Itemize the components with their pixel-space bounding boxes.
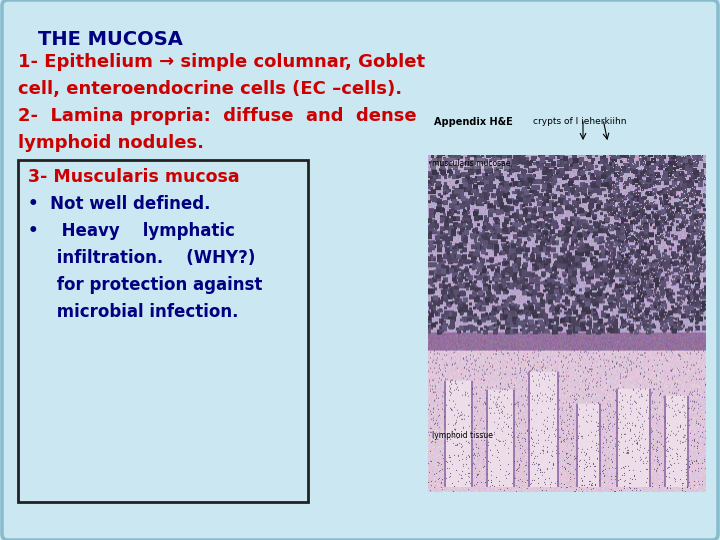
- Text: 1- Epithelium → simple columnar, Goblet: 1- Epithelium → simple columnar, Goblet: [18, 53, 425, 71]
- Text: 2-  Lamina propria:  diffuse  and  dense: 2- Lamina propria: diffuse and dense: [18, 107, 417, 125]
- Text: microbial infection.: microbial infection.: [28, 303, 238, 321]
- Text: 3- Muscularis mucosa: 3- Muscularis mucosa: [28, 168, 240, 186]
- Text: •    Heavy    lymphatic: • Heavy lymphatic: [28, 222, 235, 240]
- Text: cell, enteroendocrine cells (EC –cells).: cell, enteroendocrine cells (EC –cells).: [18, 80, 402, 98]
- Text: •  Not well defined.: • Not well defined.: [28, 195, 210, 213]
- Text: crypts of l ieherkiihn: crypts of l ieherkiihn: [533, 117, 626, 126]
- FancyBboxPatch shape: [18, 160, 308, 502]
- Text: lymphoid tissue: lymphoid tissue: [432, 430, 493, 440]
- Text: for protection against: for protection against: [28, 276, 262, 294]
- Text: lymphoid nodules.: lymphoid nodules.: [18, 134, 204, 152]
- Text: THE MUCOSA: THE MUCOSA: [38, 30, 183, 49]
- Text: muscularis mucosae: muscularis mucosae: [432, 159, 510, 168]
- Text: infiltration.    (WHY?): infiltration. (WHY?): [28, 249, 256, 267]
- Text: Appendix H&E: Appendix H&E: [434, 117, 513, 127]
